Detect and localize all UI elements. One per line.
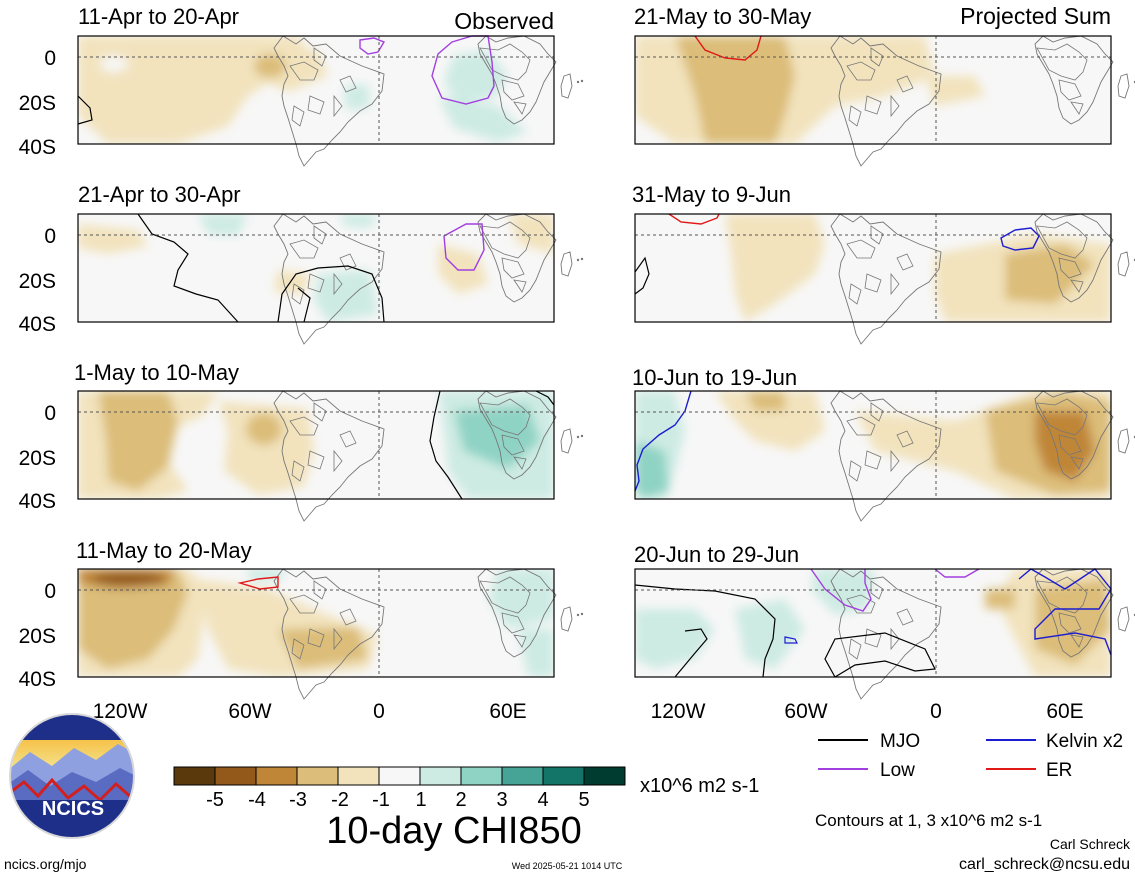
projected-label: Projected Sum [960,3,1111,29]
x-tick: 0 [373,700,385,723]
colorbar-ticks: -5 -4 -3 -2 -1 1 2 3 4 5 [206,789,589,811]
map-panel-8: 20-Jun to 29-Jun [634,542,1135,700]
y-tick: 0 [44,225,56,248]
author: Carl Schreck [1050,836,1131,852]
email: carl_schreck@ncsu.edu [959,856,1130,873]
panel-date-label: 20-Jun to 29-Jun [634,542,799,567]
y-tick: 40S [19,313,56,336]
colorbar-swatch [255,766,298,786]
map-panel-5: 21-May to 30-May [634,4,1135,167]
colorbar-swatch [378,766,421,786]
panel-date-label: 1-May to 10-May [74,360,239,385]
panel-date-label: 11-May to 20-May [76,538,252,563]
legend-label: Kelvin x2 [1046,731,1123,752]
map-panel-3: 1-May to 10-May [74,360,584,522]
colorbar-swatch [214,766,257,786]
unit-label: x10^6 m2 s-1 [640,775,759,797]
colorbar-tick: -1 [372,789,390,811]
map-panel-6: 31-May to 9-Jun [632,182,1135,345]
y-tick: 40S [19,668,56,691]
legend-label: MJO [880,731,920,752]
colorbar-swatch [419,766,462,786]
y-tick: 0 [44,580,56,603]
x-tick: 120W [651,700,706,723]
contour-legend: MJO Kelvin x2 Low ER [818,731,1123,781]
colorbar-tick: -4 [248,789,266,811]
y-tick: 40S [19,490,56,513]
observed-label: Observed [454,8,554,34]
y-tick: 20S [19,92,56,115]
panel-date-label: 10-Jun to 19-Jun [632,365,797,390]
map-panel-4: 11-May to 20-May [76,538,584,700]
x-axis-labels: 120W 60W 0 60E 120W 60W 0 60E [93,700,1084,723]
colorbar-swatch [542,766,585,786]
x-tick: 0 [930,700,942,723]
timestamp: Wed 2025-05-21 1014 UTC [512,861,623,871]
map-panel-1: 11-Apr to 20-Apr [77,4,584,167]
figure-title: 10-day CHI850 [326,810,582,852]
y-tick: 0 [44,402,56,425]
panel-date-label: 11-Apr to 20-Apr [78,4,239,29]
colorbar-tick: -5 [206,789,224,811]
colorbar-tick: 4 [537,789,548,811]
colorbar-tick: 1 [415,789,426,811]
colorbar-tick: 2 [455,789,466,811]
x-tick: 60E [489,700,526,723]
x-tick: 120W [93,700,148,723]
y-tick: 20S [19,270,56,293]
y-tick: 20S [19,625,56,648]
colorbar-swatch [296,766,339,786]
colorbar-tick: 5 [578,789,589,811]
colorbar-swatch [337,766,380,786]
ncics-logo: NCICS [9,713,135,839]
y-axis-labels: 0 20S 40S 0 20S 40S 0 20S 40S 0 20S 40S [19,47,56,691]
legend-label: Low [880,760,915,781]
colorbar [173,766,626,786]
map-panel-2: 21-Apr to 30-Apr [77,182,584,345]
y-tick: 40S [19,136,56,159]
colorbar-swatch [501,766,544,786]
y-tick: 0 [44,47,56,70]
colorbar-swatch [173,766,216,786]
colorbar-tick: -3 [289,789,307,811]
colorbar-tick: 3 [496,789,507,811]
contour-note: Contours at 1, 3 x10^6 m2 s-1 [815,811,1042,830]
source-url: ncics.org/mjo [4,856,87,872]
y-tick: 20S [19,447,56,470]
x-tick: 60W [228,700,271,723]
panel-date-label: 21-May to 30-May [634,4,811,29]
colorbar-tick: -2 [331,789,349,811]
logo-text: NCICS [42,798,104,820]
panel-date-label: 31-May to 9-Jun [632,182,791,207]
x-tick: 60W [784,700,827,723]
colorbar-swatch [583,766,626,786]
map-panel-7: 10-Jun to 19-Jun [632,365,1135,522]
legend-label: ER [1046,760,1072,781]
x-tick: 60E [1046,700,1083,723]
panel-date-label: 21-Apr to 30-Apr [78,182,241,207]
colorbar-swatch [460,766,503,786]
